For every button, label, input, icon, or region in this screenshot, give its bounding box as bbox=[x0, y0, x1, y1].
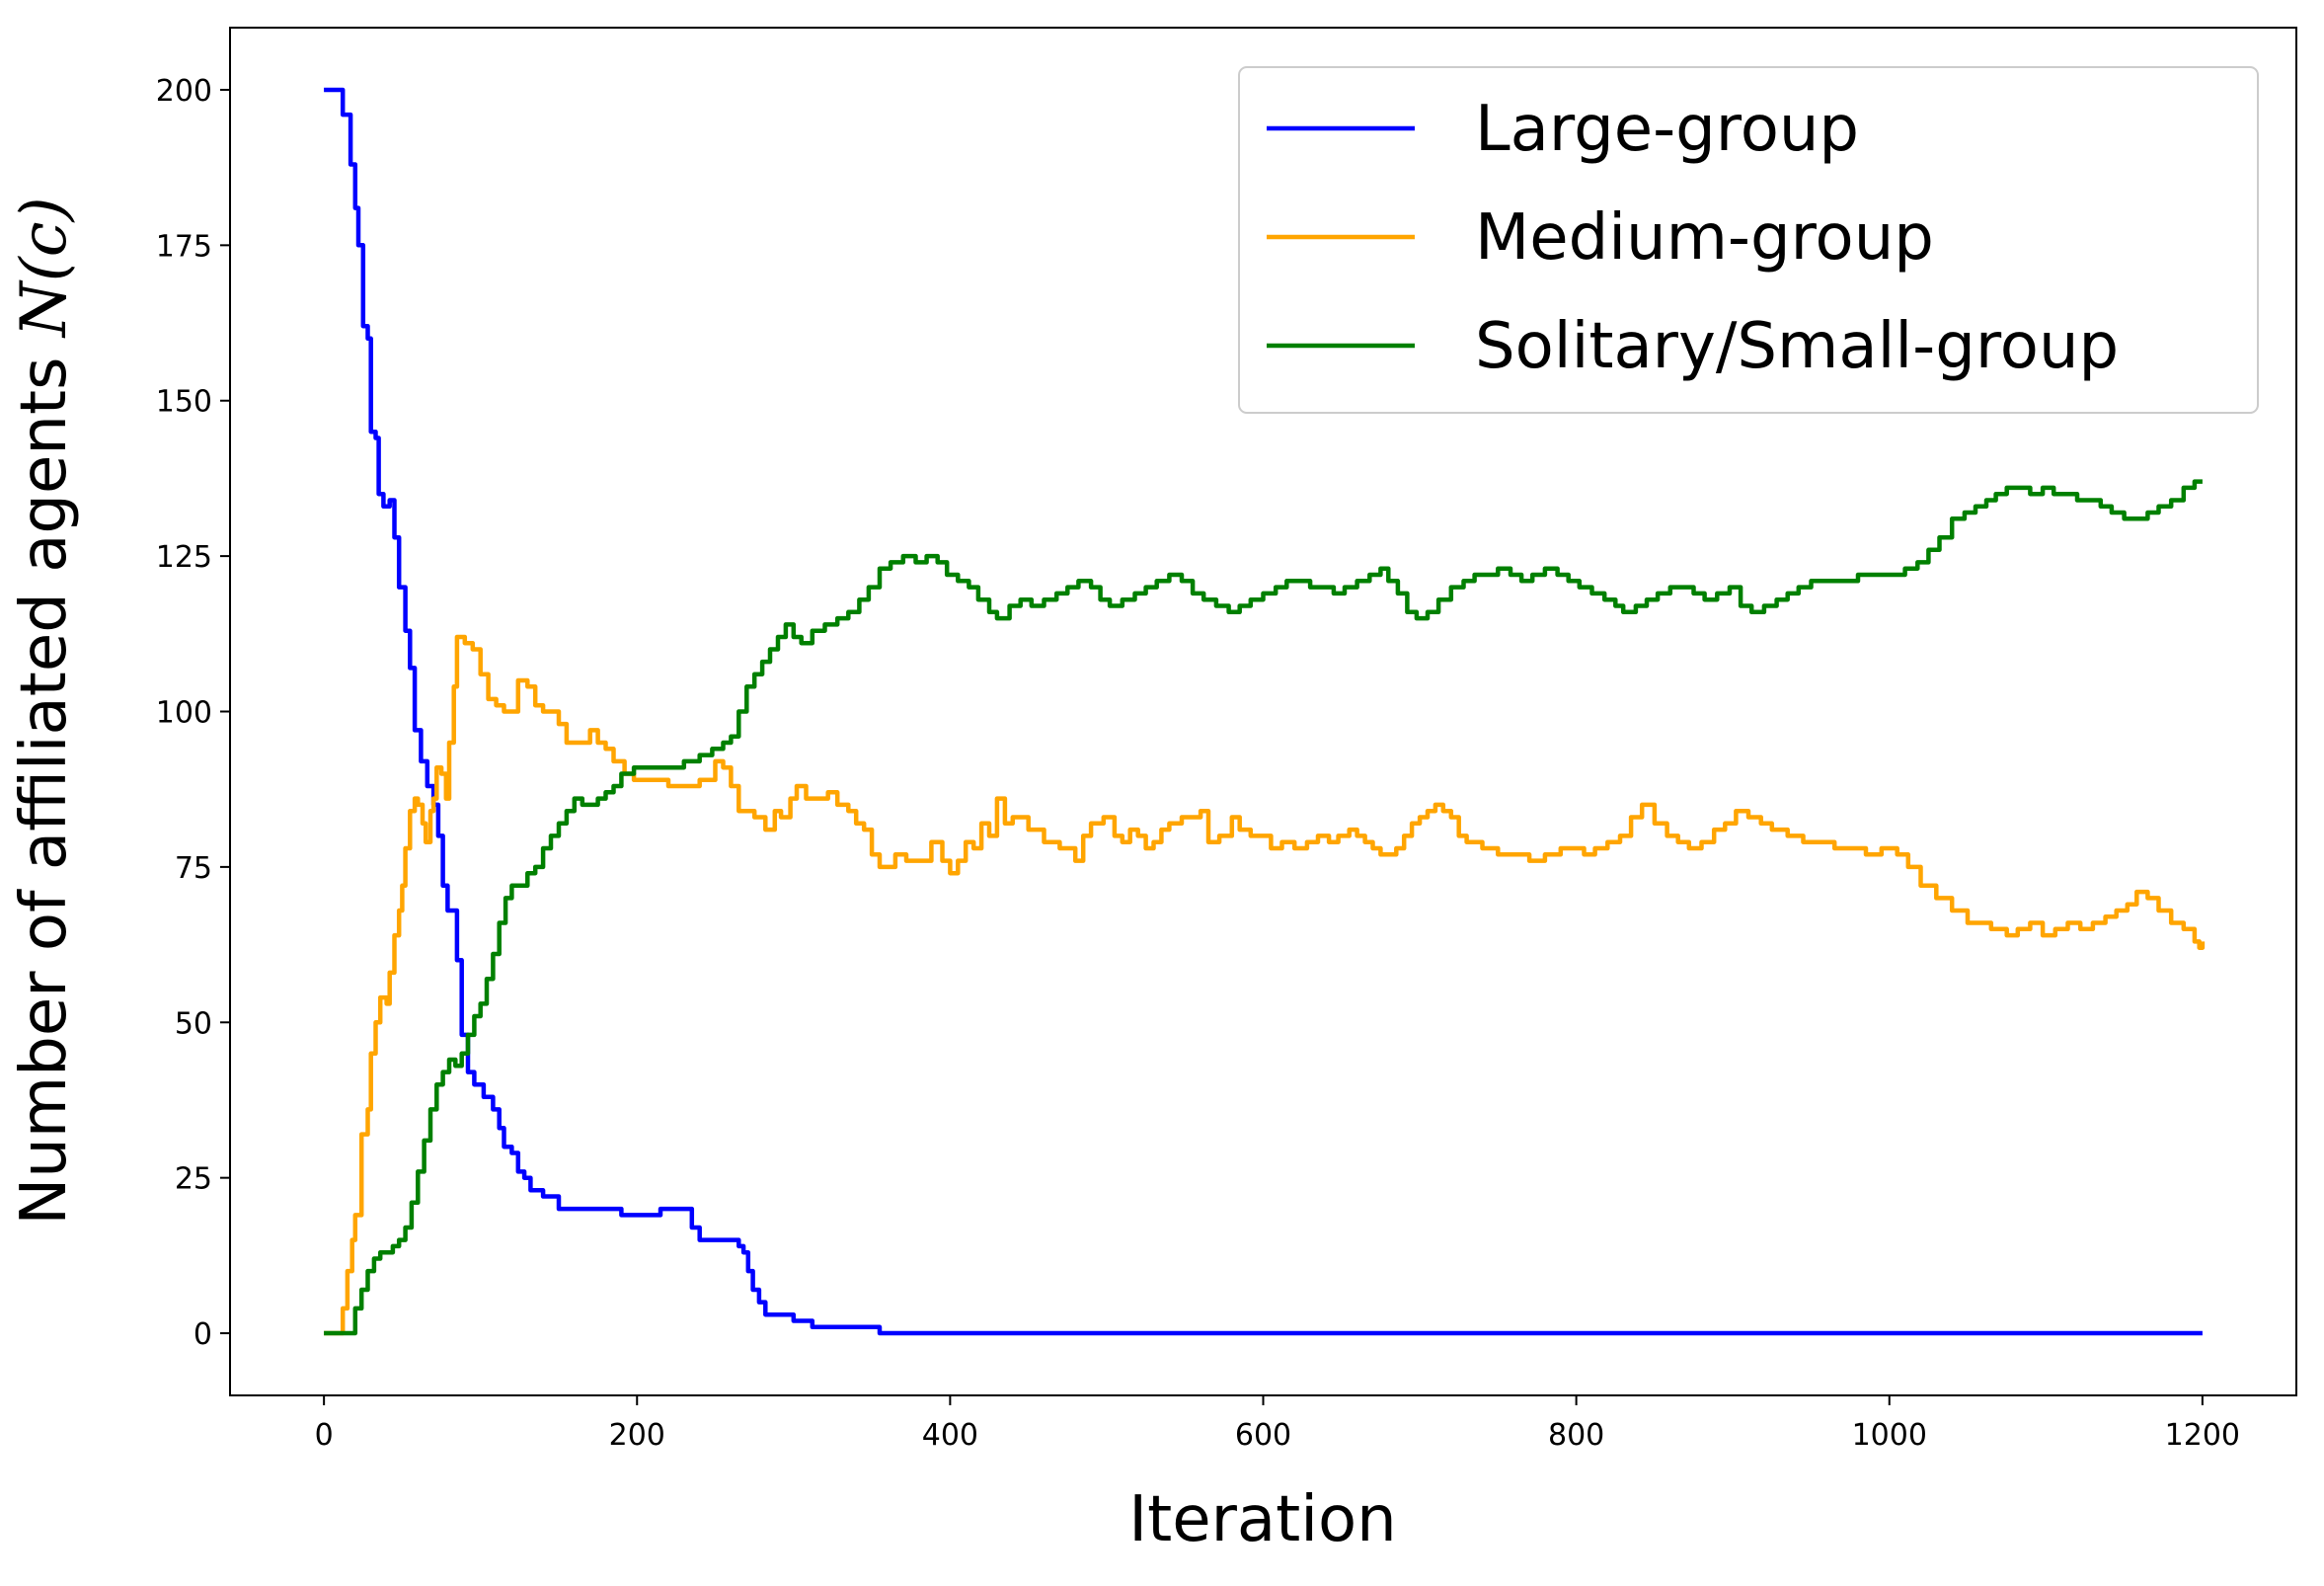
legend: Large-group Medium-group Solitary/Small-gr… bbox=[1238, 66, 2259, 414]
y-axis: 0 25 50 75 100 125 150 175 200 bbox=[156, 74, 230, 1352]
y-tick-label: 200 bbox=[156, 74, 212, 109]
y-tick-label: 100 bbox=[156, 696, 212, 731]
legend-label-2: Solitary/Small-group bbox=[1475, 310, 2119, 383]
y-tick-label: 125 bbox=[156, 540, 212, 575]
x-tick-label: 800 bbox=[1548, 1418, 1604, 1453]
x-tick-label: 0 bbox=[315, 1418, 334, 1453]
legend-box bbox=[1238, 66, 2259, 414]
y-tick-label: 0 bbox=[194, 1317, 212, 1352]
y-axis-label-math: N(c) bbox=[8, 197, 81, 339]
series-layer bbox=[324, 87, 2206, 1336]
legend-label-0: Large-group bbox=[1475, 93, 1859, 166]
x-tick-label: 200 bbox=[609, 1418, 665, 1453]
y-axis-label-text: Number of affiliated agents bbox=[8, 337, 81, 1225]
y-axis-label: Number of affiliated agents N(c) bbox=[8, 197, 81, 1225]
series-line-1 bbox=[324, 634, 2206, 1336]
y-tick-label: 150 bbox=[156, 385, 212, 420]
legend-label-1: Medium-group bbox=[1475, 201, 1934, 275]
y-tick-label: 75 bbox=[175, 851, 212, 886]
y-tick-label: 25 bbox=[175, 1162, 212, 1197]
x-tick-label: 1200 bbox=[2165, 1418, 2240, 1453]
series-line-0 bbox=[324, 87, 2203, 1336]
x-tick-label: 400 bbox=[922, 1418, 978, 1453]
x-axis-label: Iteration bbox=[1128, 1483, 1396, 1556]
series-line-2 bbox=[324, 479, 2203, 1336]
y-tick-label: 50 bbox=[175, 1006, 212, 1041]
x-tick-label: 600 bbox=[1235, 1418, 1291, 1453]
x-tick-label: 1000 bbox=[1852, 1418, 1927, 1453]
x-axis: 0 200 400 600 800 1000 1200 bbox=[315, 1395, 2240, 1453]
y-tick-label: 175 bbox=[156, 229, 212, 264]
